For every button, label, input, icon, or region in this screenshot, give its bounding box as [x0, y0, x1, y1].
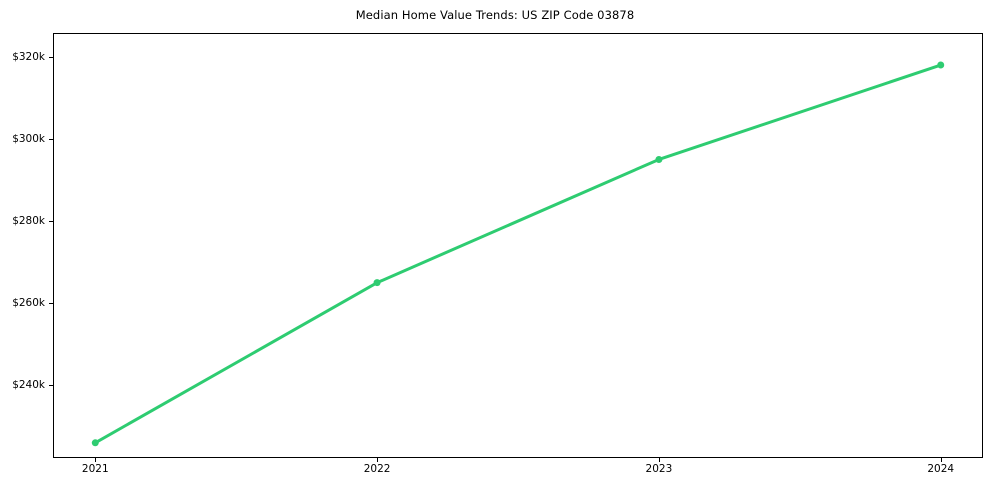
x-axis-tick-mark [95, 458, 97, 462]
x-axis-tick-mark [377, 458, 379, 462]
y-axis-tick-label: $280k [12, 215, 45, 228]
data-point-marker [655, 155, 663, 163]
plot-frame [53, 33, 983, 458]
data-point-marker [91, 439, 99, 447]
y-axis-tick-label: $260k [12, 297, 45, 310]
x-axis-tick-label: 2024 [927, 463, 955, 475]
line-series-path [93, 63, 943, 445]
line-series-markers [91, 61, 945, 447]
x-axis-tick-mark [940, 458, 942, 462]
y-axis-tick-label: $240k [12, 379, 45, 392]
x-axis-tick-label: 2023 [645, 463, 673, 475]
data-point-marker [373, 279, 381, 287]
plot-area [53, 33, 983, 458]
line-series-svg [91, 61, 945, 447]
y-axis-tick-label: $320k [12, 50, 45, 63]
chart-title: Median Home Value Trends: US ZIP Code 03… [355, 8, 635, 22]
x-axis-tick-label: 2022 [363, 463, 391, 475]
data-point-marker [937, 61, 945, 69]
y-axis-tick-label: $300k [12, 132, 45, 145]
x-axis-tick-label: 2021 [81, 463, 109, 475]
x-axis-tick-mark [658, 458, 660, 462]
